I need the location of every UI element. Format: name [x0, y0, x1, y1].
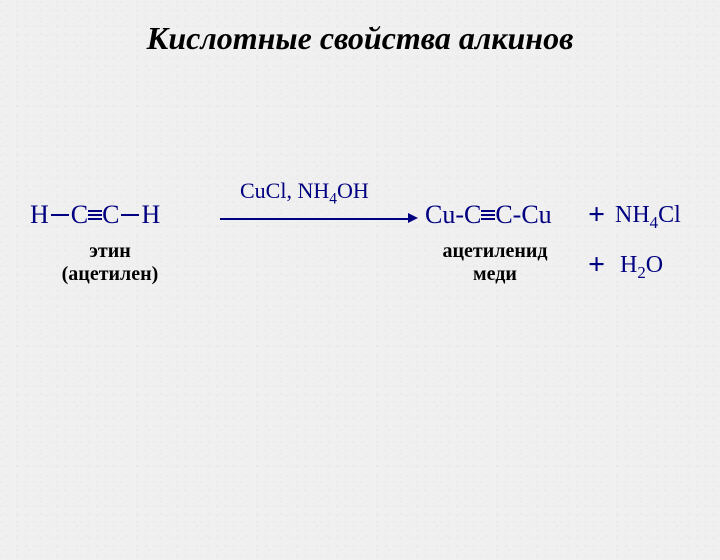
- reagent-post: OH: [337, 178, 369, 203]
- bond-triple: [481, 208, 495, 222]
- product-label: ацетиленид меди: [425, 240, 565, 286]
- product-part2: C-Cu: [495, 200, 551, 229]
- byproduct-1: NH4Cl: [615, 202, 681, 233]
- reagent-sub: 4: [329, 190, 337, 207]
- atom-c1: C: [71, 200, 88, 229]
- reactant-formula: HCCH: [30, 200, 160, 230]
- by1-post: Cl: [658, 202, 681, 228]
- by1-sub: 4: [650, 213, 658, 232]
- bond-single: [51, 214, 69, 216]
- by1-pre: NH: [615, 202, 650, 228]
- by2-sub: 2: [637, 263, 645, 282]
- bond-single: [121, 214, 139, 216]
- atom-c2: C: [102, 200, 119, 229]
- plus-sign-1: +: [588, 198, 605, 232]
- atom-h2: H: [141, 200, 160, 229]
- by2-pre: H: [620, 252, 637, 278]
- page-title: Кислотные свойства алкинов: [0, 20, 720, 57]
- arrow-head: [408, 213, 418, 223]
- plus-sign-2: +: [588, 248, 605, 282]
- product-part1: Cu-C: [425, 200, 481, 229]
- reagent-text: CuCl, NH4OH: [240, 178, 369, 208]
- product-formula: Cu-C C-Cu: [425, 200, 552, 230]
- reagent-pre: CuCl, NH: [240, 178, 329, 203]
- bond-triple: [88, 208, 102, 222]
- byproduct-2: H2O: [620, 252, 663, 283]
- reactant-label: этин (ацетилен): [50, 240, 170, 286]
- reaction-arrow: [220, 218, 410, 220]
- atom-h1: H: [30, 200, 49, 229]
- reaction-scheme: HCCH CuCl, NH4OH Cu-CC-Cu + NH4Cl + H2O …: [30, 170, 690, 290]
- by2-post: O: [646, 252, 663, 278]
